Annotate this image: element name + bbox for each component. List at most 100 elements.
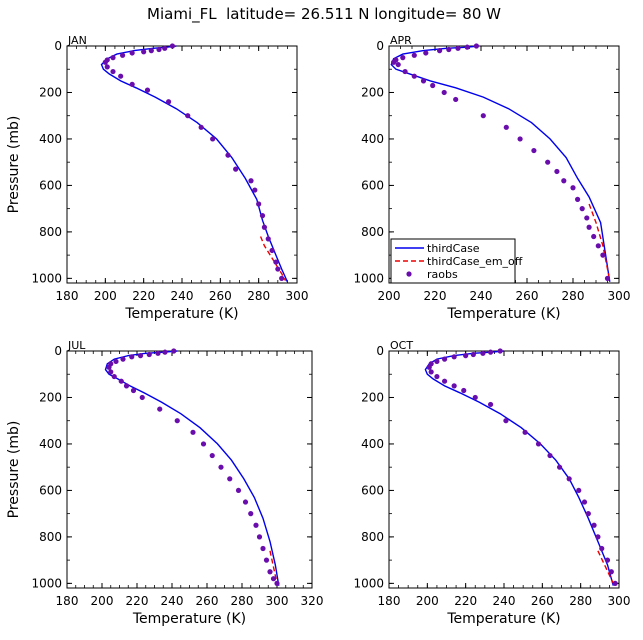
x-tick-label: 240: [161, 594, 184, 608]
raobs-point: [411, 73, 417, 79]
y-tick-label: 1000: [353, 271, 384, 285]
raobs-point: [531, 147, 537, 154]
raobs-point: [102, 59, 108, 65]
series-line-em-off: [588, 203, 611, 281]
raobs-point: [446, 46, 452, 53]
x-tick-label: 300: [608, 289, 631, 303]
raobs-point: [155, 350, 161, 356]
raobs-point: [123, 383, 130, 389]
raobs-point: [198, 124, 204, 130]
raobs-point: [566, 476, 572, 482]
figure-title: Miami_FL latitude= 26.511 N longitude= 8…: [147, 5, 501, 24]
raobs-point: [608, 569, 614, 575]
raobs-point: [547, 452, 553, 459]
x-tick-label: 280: [569, 594, 592, 608]
raobs-point: [423, 50, 429, 56]
y-tick-label: 400: [361, 437, 384, 451]
x-tick-label: 200: [91, 594, 114, 608]
raobs-point: [441, 89, 447, 96]
x-axis-label: Temperature (K): [446, 611, 560, 627]
raobs-point: [218, 464, 224, 470]
raobs-point: [535, 441, 542, 447]
raobs-point: [480, 113, 486, 119]
raobs-point: [575, 196, 581, 202]
raobs-point: [106, 364, 112, 370]
raobs-point: [612, 580, 618, 586]
raobs-point: [256, 201, 262, 207]
raobs-point: [162, 45, 168, 51]
chart-panel-jul: JUL 180 200 220 240 260 280 300 320 0 200 400 600 800…: [6, 339, 323, 627]
raobs-point: [242, 499, 249, 505]
y-tick-label: 400: [39, 437, 62, 451]
raobs-point: [470, 351, 476, 358]
raobs-point: [148, 48, 154, 54]
raobs-point: [402, 68, 408, 75]
raobs-point: [118, 378, 124, 384]
raobs-point: [561, 178, 567, 184]
raobs-point: [451, 383, 457, 389]
raobs-point: [144, 87, 151, 93]
raobs-point: [139, 394, 145, 401]
raobs-point: [162, 349, 168, 355]
raobs-point: [411, 52, 417, 58]
raobs-point: [233, 166, 239, 172]
raobs-point: [545, 159, 551, 165]
raobs-point: [585, 511, 591, 517]
y-tick-label: 600: [39, 483, 62, 497]
raobs-point: [400, 55, 406, 61]
raobs-point: [279, 275, 285, 281]
raobs-point: [190, 429, 196, 435]
raobs-point: [174, 418, 180, 424]
raobs-point: [129, 354, 135, 360]
y-tick-label: 400: [361, 132, 384, 146]
y-tick-label: 1000: [353, 576, 384, 590]
raobs-point: [141, 49, 147, 55]
raobs-point: [503, 418, 509, 424]
raobs-point: [599, 545, 605, 552]
raobs-point: [110, 68, 116, 75]
raobs-point: [209, 452, 215, 459]
x-tick-label: 240: [171, 289, 194, 303]
series-line-em-off: [259, 236, 287, 282]
raobs-point: [586, 224, 592, 230]
x-tick-label: 180: [56, 594, 79, 608]
x-tick-label: 200: [94, 289, 117, 303]
y-axis-label: Pressure (mb): [6, 116, 22, 214]
raobs-point: [248, 178, 254, 184]
raobs-point: [437, 48, 443, 54]
series-line-thirdcase: [100, 45, 289, 283]
y-axis-label: Pressure (mb): [6, 421, 22, 519]
raobs-point: [118, 73, 124, 79]
raobs-point: [104, 64, 110, 70]
x-tick-label: 220: [424, 289, 447, 303]
raobs-point: [487, 349, 494, 355]
x-tick-label: 300: [266, 594, 289, 608]
raobs-point: [252, 187, 258, 193]
y-tick-label: 600: [39, 178, 62, 192]
x-tick-label: 180: [56, 289, 79, 303]
x-tick-label: 260: [531, 594, 554, 608]
raobs-point: [235, 487, 242, 494]
raobs-point: [428, 369, 434, 375]
raobs-point: [441, 378, 448, 384]
x-tick-label: 240: [470, 289, 493, 303]
panel-label: APR: [390, 34, 412, 47]
raobs-point: [130, 387, 137, 394]
raobs-point: [570, 185, 576, 191]
raobs-point: [171, 348, 177, 354]
y-tick-label: 800: [361, 530, 384, 544]
plot-frame: [388, 350, 620, 589]
raobs-point: [480, 350, 486, 356]
chart-panel-oct: OCT 180 200 220 240 260 280 300 0 200 400 600 800 100…: [353, 339, 630, 627]
raobs-point: [227, 476, 233, 482]
y-tick-label: 200: [39, 390, 62, 404]
raobs-point: [420, 78, 427, 84]
raobs-point: [463, 353, 469, 359]
raobs-point: [472, 394, 478, 401]
y-tick-label: 400: [39, 132, 62, 146]
raobs-point: [434, 373, 440, 380]
raobs-point: [497, 348, 503, 354]
raobs-point: [595, 534, 601, 540]
raobs-point: [591, 233, 597, 240]
